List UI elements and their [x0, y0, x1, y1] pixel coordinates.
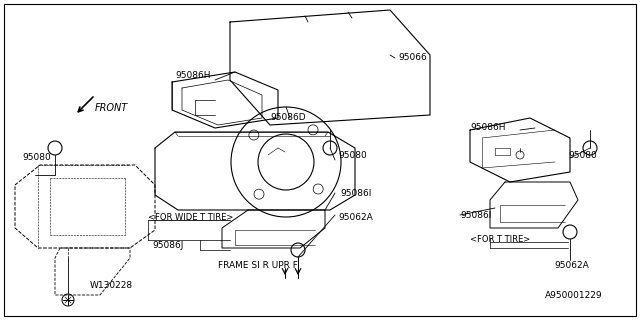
Text: 95080: 95080 — [568, 150, 596, 159]
Text: 95062A: 95062A — [338, 213, 372, 222]
Text: A950001229: A950001229 — [545, 291, 603, 300]
Text: W130228: W130228 — [90, 281, 133, 290]
Text: FRAME SI R UPR F: FRAME SI R UPR F — [218, 260, 298, 269]
Text: 95086J: 95086J — [152, 241, 184, 250]
Text: 95086I: 95086I — [460, 211, 492, 220]
Text: 95062A: 95062A — [554, 260, 589, 269]
Text: <FOR WIDE T TIRE>: <FOR WIDE T TIRE> — [148, 213, 234, 222]
Text: 95086I: 95086I — [340, 188, 371, 197]
Text: <FOR T TIRE>: <FOR T TIRE> — [470, 236, 531, 244]
Text: 95066: 95066 — [398, 53, 427, 62]
Text: 95080: 95080 — [22, 154, 51, 163]
Text: 95086H: 95086H — [470, 124, 506, 132]
Text: 95086H: 95086H — [175, 70, 211, 79]
Text: 95086D: 95086D — [270, 114, 306, 123]
Text: FRONT: FRONT — [95, 103, 128, 113]
Text: 95080: 95080 — [338, 150, 367, 159]
